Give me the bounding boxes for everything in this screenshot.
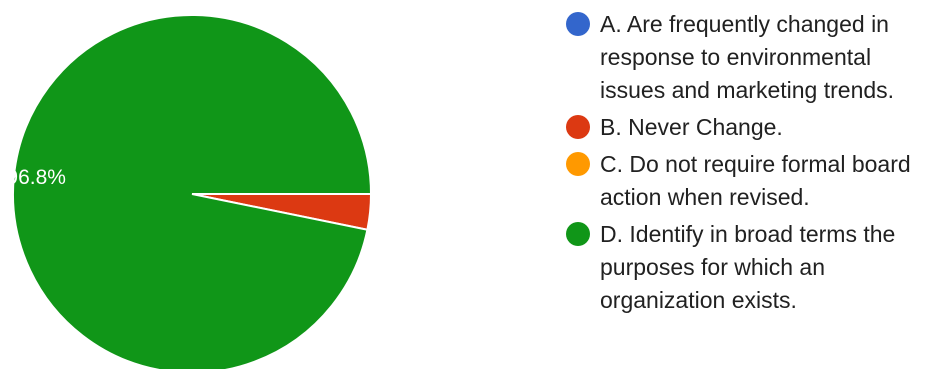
legend-swatch	[566, 115, 590, 139]
pie-slice-label-d: 96.8%	[6, 166, 66, 189]
pie-slice-d	[12, 14, 373, 369]
legend-item-d[interactable]: D. Identify in broad terms the purposes …	[566, 218, 926, 317]
legend-label: A. Are frequently changed in response to…	[600, 11, 895, 103]
legend-item-c[interactable]: C. Do not require formal board action wh…	[566, 148, 926, 214]
legend-item-a[interactable]: A. Are frequently changed in response to…	[566, 8, 926, 107]
pie-chart: 96.8%	[6, 14, 373, 369]
legend-label: D. Identify in broad terms the purposes …	[600, 221, 896, 313]
legend-item-b[interactable]: B. Never Change.	[566, 111, 926, 144]
legend-swatch	[566, 222, 590, 246]
legend-label: C. Do not require formal board action wh…	[600, 151, 911, 210]
legend: A. Are frequently changed in response to…	[566, 8, 926, 321]
legend-swatch	[566, 152, 590, 176]
legend-label: B. Never Change.	[600, 114, 783, 140]
legend-swatch	[566, 12, 590, 36]
